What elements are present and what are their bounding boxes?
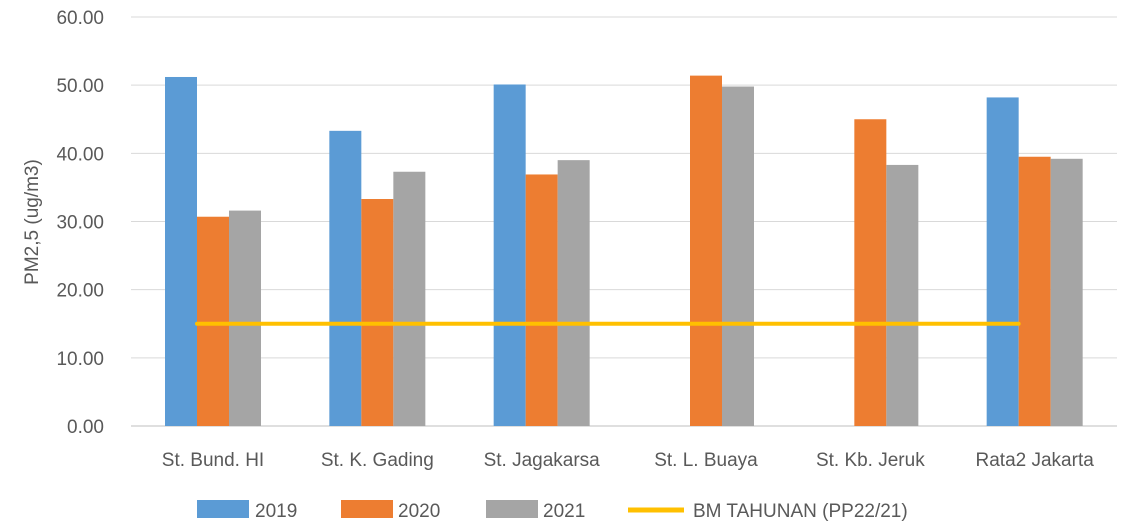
category-label: St. Kb. Jeruk	[816, 450, 925, 471]
legend-label: BM TAHUNAN (PP22/21)	[693, 501, 908, 522]
legend-label: 2021	[543, 501, 585, 522]
category-label: St. Jagakarsa	[484, 450, 601, 471]
y-tick-label: 20.00	[56, 281, 104, 302]
category-label: St. Bund. HI	[162, 450, 264, 471]
bar-2019-0	[165, 76, 197, 426]
bar-2021-0	[229, 210, 261, 426]
bar-2021-3	[722, 86, 754, 426]
category-label: Rata2 Jakarta	[976, 450, 1095, 471]
bar-2020-0	[197, 216, 229, 426]
legend-label: 2019	[255, 501, 297, 522]
bar-2019-2	[493, 84, 526, 427]
bar-2019-1	[329, 130, 362, 427]
y-tick-label: 30.00	[56, 213, 104, 234]
y-tick-label: 60.00	[56, 8, 104, 29]
bar-2020-4	[854, 119, 887, 426]
bar-2019-5	[986, 97, 1019, 426]
gridlines	[131, 16, 1117, 427]
bar-2021-2	[557, 160, 590, 426]
category-label: St. K. Gading	[321, 450, 434, 471]
y-axis-ticks: 0.00 10.00 20.00 30.00 40.00 50.00 60.00	[56, 8, 104, 438]
bar-2020-3	[690, 75, 722, 426]
y-tick-label: 40.00	[56, 144, 104, 165]
legend-swatch-2020	[341, 500, 393, 518]
category-label: St. L. Buaya	[654, 450, 758, 471]
legend-label: 2020	[398, 501, 440, 522]
legend-swatch-2019	[197, 500, 249, 518]
legend: 2019 2020 2021 BM TAHUNAN (PP22/21)	[197, 500, 908, 522]
y-tick-label: 10.00	[56, 349, 104, 370]
bar-2021-5	[1050, 158, 1083, 426]
bar-2021-4	[886, 164, 919, 426]
y-tick-label: 0.00	[67, 417, 104, 438]
x-axis-categories: St. Bund. HI St. K. Gading St. Jagakarsa St…	[162, 450, 1094, 471]
bar-2020-2	[525, 174, 558, 426]
bar-2020-1	[361, 199, 394, 426]
y-tick-label: 50.00	[56, 76, 104, 97]
bars	[165, 75, 1083, 427]
bar-2020-5	[1018, 156, 1051, 426]
bar-2021-1	[393, 171, 426, 426]
y-axis-title: PM2,5 (ug/m3)	[22, 159, 43, 285]
legend-swatch-2021	[486, 500, 538, 518]
